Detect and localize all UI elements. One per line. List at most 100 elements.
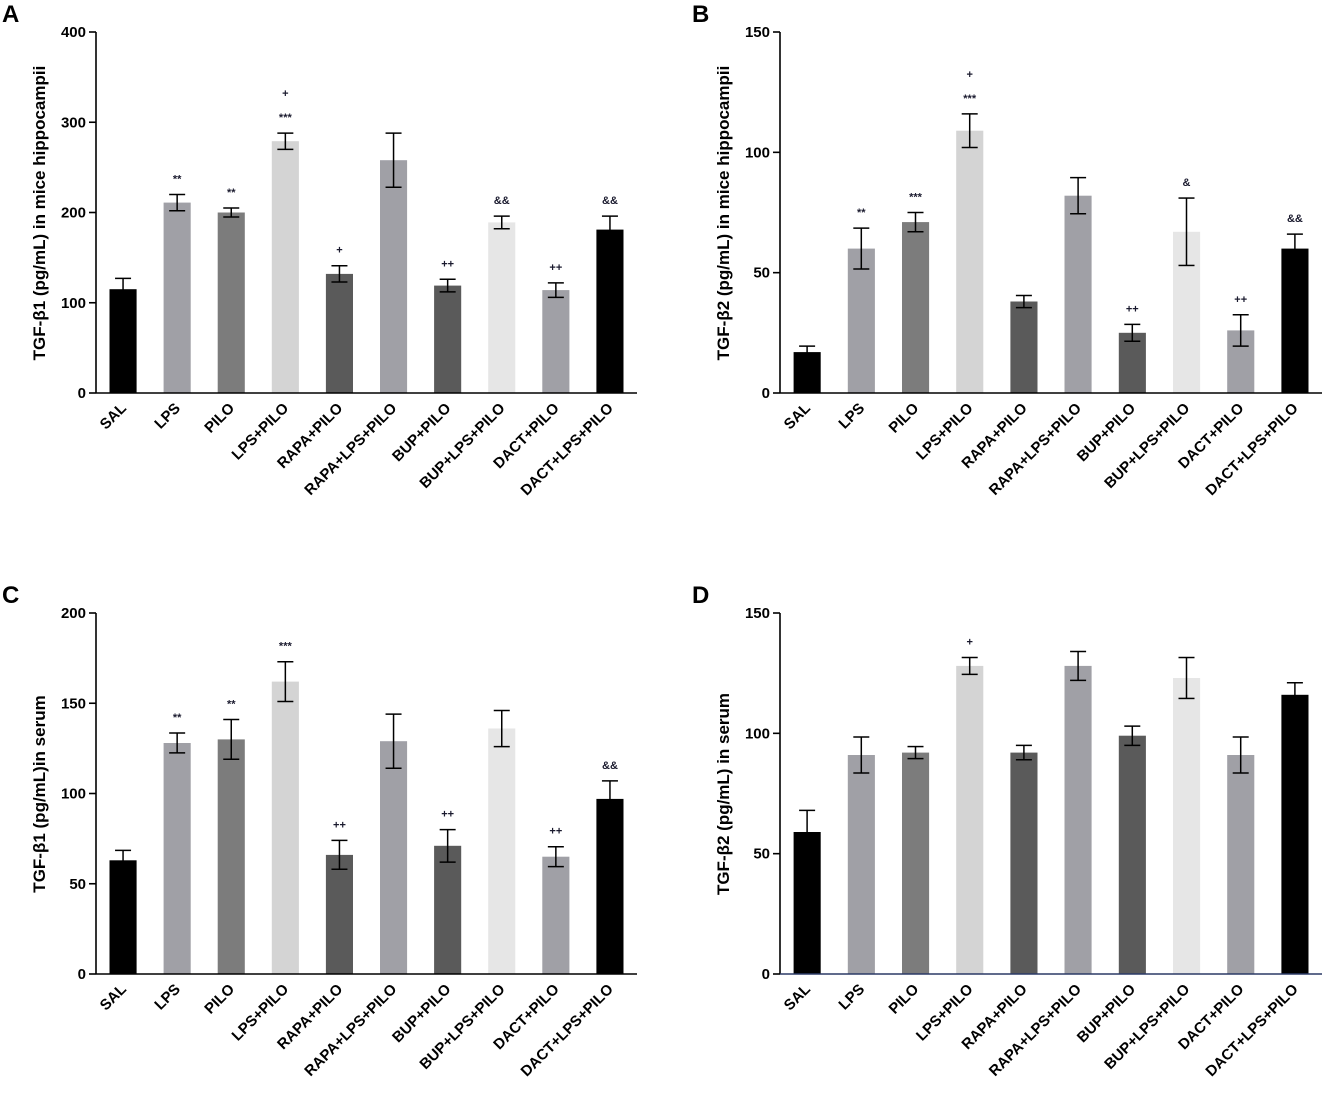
y-tick-label: 100 [61,786,86,803]
significance-label: ++ [1126,303,1139,315]
bar-dact-lps-pilo [1281,248,1309,393]
x-tick-label: PILO [886,400,923,437]
y-tick-label: 0 [78,385,86,402]
bar-rapa-lps-pilo [1064,665,1092,974]
bar-lps [847,248,875,393]
significance-label: ** [227,699,236,711]
panel-letter-d: D [692,582,709,609]
bar-dact-pilo [1227,755,1255,974]
bar-pilo [217,739,245,974]
bar-sal [793,352,821,393]
x-tick-label: PILO [201,400,238,437]
bar-dact-pilo [542,856,570,974]
y-tick-label: 0 [78,966,86,983]
x-tick-label: LPS [835,981,868,1014]
significance-label: & [1183,177,1191,189]
y-tick-label: 50 [753,846,770,863]
significance-label: && [494,195,510,207]
bar-lps [163,743,191,974]
x-tick-label: DACT+LPS+PILO [518,981,617,1080]
significance-label: ++ [1234,294,1247,306]
bar-pilo [217,212,245,393]
bar-sal [793,832,821,974]
x-tick-label: LPS [835,400,868,433]
significance-label: + [966,69,972,81]
plot-area: SAL**LPS**PILO***LPS+PILO++RAPA+PILORAPA… [61,605,637,1080]
bar-dact-pilo [542,290,570,393]
significance-label: *** [279,641,293,653]
plot-area: SAL**LPS***PILO***+LPS+PILORAPA+PILORAPA… [745,24,1322,499]
y-tick-label: 150 [61,695,86,712]
y-axis-label: TGF-β1 (pg/mL)in serum [30,695,49,892]
significance-label: + [966,637,972,649]
x-tick-label: DACT+LPS+PILO [1202,400,1301,499]
significance-label: + [336,245,342,257]
y-axis-label: TGF-β1 (pg/mL) in mice hippocampii [30,66,49,361]
x-tick-label: SAL [781,400,814,433]
y-tick-label: 100 [745,144,770,161]
bar-rapa-pilo [1010,752,1038,974]
bar-sal [109,860,137,974]
significance-label: ** [173,712,182,724]
y-tick-label: 0 [762,966,770,983]
panel-b: B TGF-β2 (pg/mL) in mice hippocampii SAL… [692,1,1322,499]
significance-label: ++ [441,258,454,270]
significance-label: && [602,760,618,772]
bar-bup-pilo [1118,735,1146,974]
panel-letter-a: A [2,1,19,28]
bar-bup-pilo [1118,332,1146,393]
x-tick-label: DACT+LPS+PILO [1202,981,1301,1080]
x-tick-label: PILO [886,981,923,1018]
significance-label: + [282,88,288,100]
x-tick-label: SAL [97,400,130,433]
bar-rapa-lps-pilo [1064,195,1092,393]
bar-lps-pilo [271,141,299,393]
bar-dact-lps-pilo [596,229,624,393]
y-axis-label: TGF-β2 (pg/mL) in mice hippocampii [714,66,733,361]
bar-lps-pilo [956,130,984,393]
significance-label: *** [909,192,923,204]
y-tick-label: 150 [745,605,770,622]
x-tick-label: RAPA+LPS+PILO [301,400,400,499]
x-tick-label: SAL [781,981,814,1014]
bar-lps [163,202,191,393]
bar-bup-lps-pilo [1173,678,1201,974]
bar-lps-pilo [271,681,299,974]
y-tick-label: 200 [61,205,86,222]
plot-area: SAL LPS PILO+LPS+PILORAPA+PILORAPA+LPS+PIL… [745,605,1322,1080]
panel-d: D TGF-β2 (pg/mL) in serum SAL LPS PILO+LPS… [692,582,1322,1080]
significance-label: && [1287,213,1303,225]
bar-pilo [902,222,930,393]
y-tick-label: 200 [61,605,86,622]
x-tick-label: SAL [97,981,130,1014]
bar-rapa-lps-pilo [380,160,408,393]
bar-rapa-pilo [325,273,353,393]
y-tick-label: 100 [61,295,86,312]
bar-bup-pilo [434,285,462,393]
bar-lps-pilo [956,665,984,974]
x-tick-label: RAPA+LPS+PILO [986,981,1085,1080]
bar-lps [847,755,875,974]
significance-label: ** [173,173,182,185]
bar-pilo [902,752,930,974]
y-tick-label: 50 [753,265,770,282]
significance-label: ++ [549,262,562,274]
y-axis-label: TGF-β2 (pg/mL) in serum [714,693,733,895]
x-tick-label: RAPA+LPS+PILO [986,400,1085,499]
bar-sal [109,289,137,393]
bar-bup-lps-pilo [488,222,516,393]
y-tick-label: 150 [745,24,770,41]
x-tick-label: PILO [201,981,238,1018]
x-tick-label: RAPA+LPS+PILO [301,981,400,1080]
significance-label: *** [963,93,977,105]
bar-rapa-pilo [1010,301,1038,393]
bar-rapa-pilo [325,854,353,974]
y-tick-label: 400 [61,24,86,41]
bar-bup-lps-pilo [488,728,516,974]
significance-label: ++ [441,809,454,821]
significance-label: ** [227,187,236,199]
panel-c: C TGF-β1 (pg/mL)in serum SAL ** LPS ** PILO *… [2,582,637,1080]
bar-dact-lps-pilo [1281,694,1309,974]
significance-label: *** [279,112,293,124]
